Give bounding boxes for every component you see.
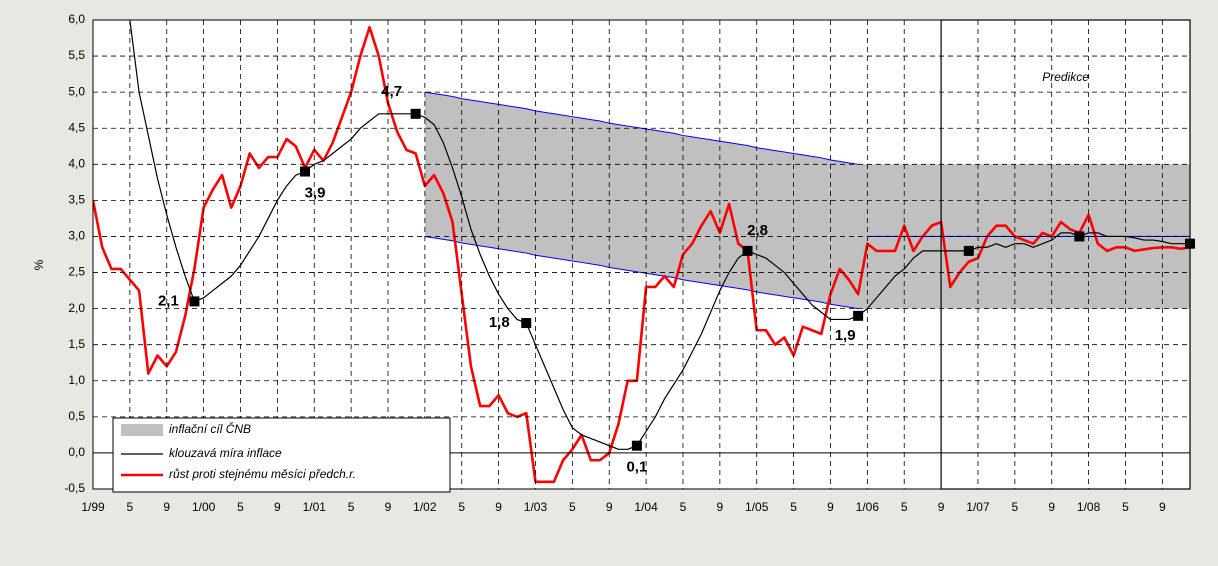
x-tick-label: 1/01 [303,500,327,514]
x-tick-label: 9 [938,500,945,514]
series-line [93,25,1190,484]
data-label: 2,1 [158,292,179,309]
x-tick-label: 5 [127,500,134,514]
data-label: 2,8 [747,222,768,239]
x-tick-label: 5 [680,500,687,514]
x-tick-label: 5 [1012,500,1019,514]
y-tick-label: 2,5 [68,265,85,279]
x-tick-label: 1/08 [1077,500,1101,514]
x-tick-label: 9 [385,500,392,514]
x-tick-label: 9 [1159,500,1166,514]
y-tick-label: 5,5 [68,48,85,62]
data-label: 0,1 [626,459,647,476]
x-tick-label: 9 [827,500,834,514]
data-point [1074,231,1085,242]
legend-swatch [121,424,163,436]
data-point [300,166,311,177]
x-tick-label: 5 [901,500,908,514]
x-tick-label: 9 [495,500,502,514]
prediction-label: Predikce [1042,70,1089,84]
data-point [853,310,864,321]
y-tick-label: 1,0 [68,373,85,387]
y-tick-label: 0,5 [68,409,85,423]
data-label: 1,9 [835,327,856,344]
x-tick-label: 5 [458,500,465,514]
x-tick-label: 1/06 [856,500,880,514]
x-tick-label: 1/00 [192,500,216,514]
x-tick-label: 1/99 [81,500,105,514]
x-tick-label: 1/07 [966,500,990,514]
target-lower-edge [424,235,859,310]
y-tick-label: 4,5 [68,120,85,134]
x-tick-label: 5 [237,500,244,514]
x-tick-label: 9 [1048,500,1055,514]
data-point [742,245,753,256]
x-tick-label: 5 [569,500,576,514]
x-tick-label: 1/04 [634,500,658,514]
data-label: 3,9 [305,184,326,201]
x-tick-label: 5 [348,500,355,514]
x-tick-label: 1/02 [413,500,437,514]
x-tick-label: 9 [274,500,281,514]
x-tick-label: 1/03 [524,500,548,514]
data-point [963,245,974,256]
y-tick-label: 4,0 [68,156,85,170]
data-label: 4,7 [381,83,402,100]
data-label: 1,8 [489,314,510,331]
legend-label: klouzavá míra inflace [169,446,282,460]
legend-label: inflační cíl ČNB [169,421,251,436]
y-tick-label: 2,0 [68,301,85,315]
data-point [521,318,532,329]
plot-border [92,19,1191,490]
y-tick-label: -0,5 [64,481,85,495]
x-tick-label: 5 [1122,500,1129,514]
x-tick-label: 5 [790,500,797,514]
data-point [189,296,200,307]
x-tick-label: 1/05 [745,500,769,514]
y-tick-label: 5,0 [68,84,85,98]
legend-label: růst proti stejnému měsíci předch.r. [169,467,356,481]
y-tick-label: 3,5 [68,193,85,207]
legend: inflační cíl ČNB klouzavá míra inflace růs… [112,417,451,493]
y-tick-label: 1,5 [68,337,85,351]
data-point [631,440,642,451]
x-tick-label: 9 [163,500,170,514]
data-point [410,108,421,119]
y-tick-label: 0,0 [68,445,85,459]
y-tick-label: 3,0 [68,229,85,243]
y-axis-label: % [32,259,46,270]
legend-box [112,417,451,493]
x-tick-label: 9 [717,500,724,514]
x-tick-label: 9 [606,500,613,514]
y-tick-label: 6,0 [68,12,85,26]
target-upper-edge [424,91,859,165]
